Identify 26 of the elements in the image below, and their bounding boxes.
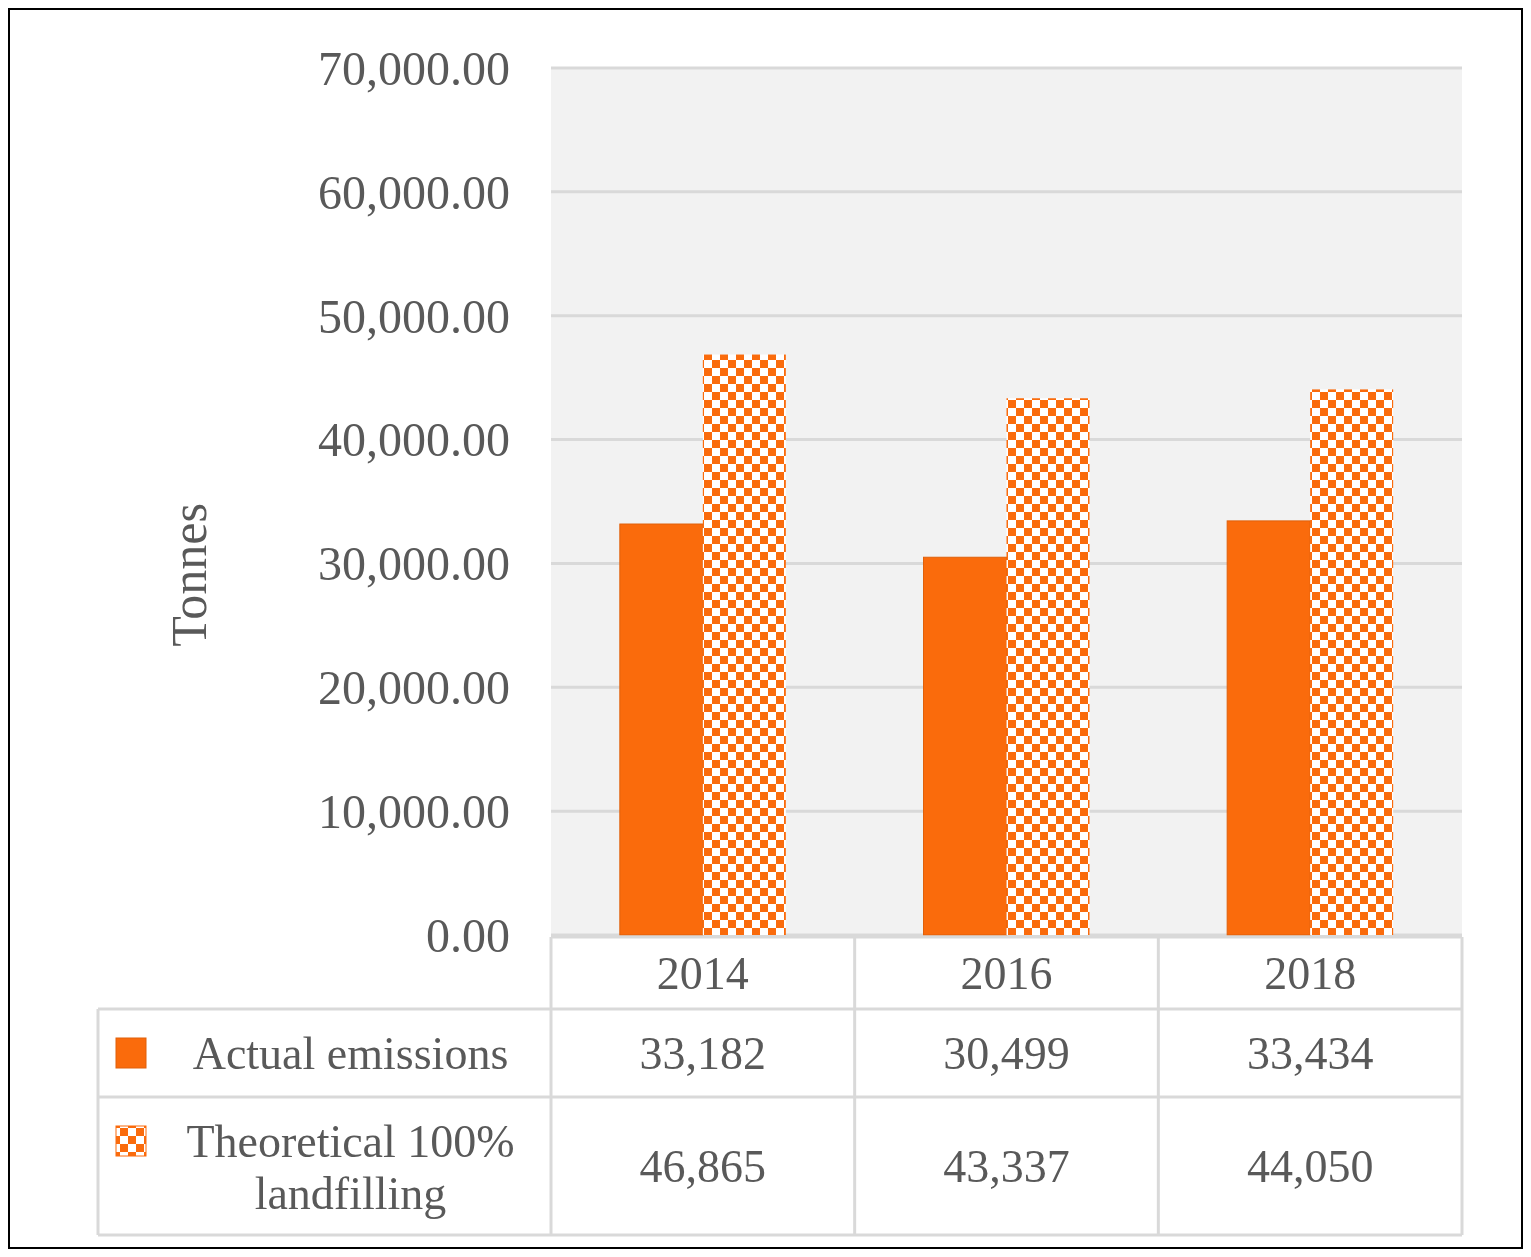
y-axis-title: Tonnes [160, 503, 217, 647]
y-tick-label: 60,000.00 [318, 165, 510, 219]
y-tick-label: 40,000.00 [318, 413, 510, 467]
x-tick-label: 2018 [1264, 948, 1357, 1000]
bar [923, 556, 1007, 936]
data-label: 43,337 [943, 1141, 1070, 1193]
y-tick-label: 20,000.00 [318, 661, 510, 715]
data-label: 44,050 [1246, 1141, 1374, 1193]
y-tick-label: 0.00 [426, 908, 510, 962]
data-label: 46,865 [639, 1141, 767, 1193]
legend-label: Theoretical 100% landfilling [186, 1116, 515, 1220]
data-label: 33,434 [1246, 1028, 1374, 1080]
legend-label: Actual emissions [192, 1028, 509, 1080]
y-tick-label: 70,000.00 [318, 41, 510, 95]
y-tick-label: 30,000.00 [318, 537, 510, 591]
bar [619, 523, 704, 936]
y-tick-label: 10,000.00 [318, 784, 510, 838]
data-label: 30,499 [943, 1028, 1070, 1080]
y-tick-label: 50,000.00 [318, 289, 510, 343]
data-label: 33,182 [639, 1028, 767, 1080]
x-tick-label: 2014 [656, 948, 749, 1000]
bar [1226, 520, 1311, 936]
bar [1006, 398, 1090, 935]
bar [1310, 389, 1394, 935]
bar [702, 354, 786, 935]
x-tick-label: 2016 [960, 948, 1053, 1000]
